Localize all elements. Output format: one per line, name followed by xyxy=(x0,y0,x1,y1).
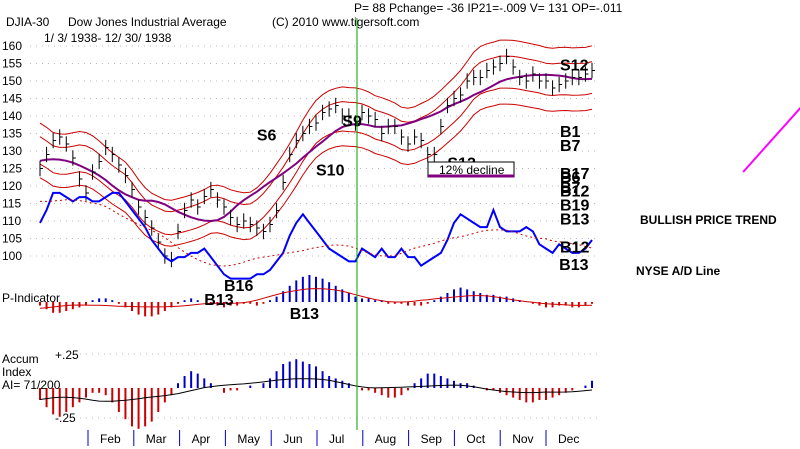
signal-b6: B6 xyxy=(560,170,581,187)
signal-b17: B17 xyxy=(560,166,589,183)
ai-readout: AI= 71/200 xyxy=(2,378,61,392)
signal-s6: S6 xyxy=(257,128,277,145)
accum-top-tick: +.25 xyxy=(55,348,79,362)
ad-line-average xyxy=(40,199,593,267)
price-tick-145: 145 xyxy=(2,92,22,106)
ad-line-panel xyxy=(39,191,593,280)
price-tick-160: 160 xyxy=(2,39,22,53)
ticker-label: DJIA-30 xyxy=(6,15,50,29)
signal-b13: B13 xyxy=(290,306,319,323)
price-tick-100: 100 xyxy=(2,249,22,263)
p-indicator-panel xyxy=(39,275,593,317)
price-tick-105: 105 xyxy=(2,232,22,246)
ad-line-annotation: NYSE A/D Line xyxy=(636,264,721,278)
price-tick-135: 135 xyxy=(2,127,22,141)
index-name: Dow Jones Industrial Average xyxy=(68,15,227,29)
month-label-aug: Aug xyxy=(375,432,396,446)
ad-line-series xyxy=(39,191,593,280)
price-bars xyxy=(39,48,595,268)
date-range: 1/ 3/ 1938- 12/ 30/ 1938 xyxy=(44,31,172,45)
price-tick-115: 115 xyxy=(2,197,21,211)
signal-b13: B13 xyxy=(559,257,588,274)
decline-box-label: 12% decline xyxy=(439,163,505,177)
signal-b7: B7 xyxy=(560,180,581,197)
price-axis: 160 155 150 145 140 135 130 125 120 115 110 105 100 xyxy=(2,39,22,263)
month-label-jul: Jul xyxy=(329,432,344,446)
price-tick-130: 130 xyxy=(2,144,22,158)
month-label-mar: Mar xyxy=(146,432,167,446)
lower-band-outer xyxy=(39,103,593,247)
signal-b1: B1 xyxy=(560,124,581,141)
signal-b16: B16 xyxy=(224,278,253,295)
p-indicator-label: P-Indicator xyxy=(2,291,60,305)
copyright-label: (C) 2010 www.tigersoft.com xyxy=(272,15,419,29)
price-tick-155: 155 xyxy=(2,57,22,71)
month-label-feb: Feb xyxy=(100,432,121,446)
price-tick-120: 120 xyxy=(2,179,22,193)
accum-index-average xyxy=(39,378,593,402)
lower-band-inner xyxy=(39,87,593,236)
upper-band-outer xyxy=(39,39,593,201)
month-label-jun: Jun xyxy=(283,432,302,446)
p-indicator-average xyxy=(39,288,593,309)
signal-b7: B7 xyxy=(560,138,581,155)
month-label-sep: Sep xyxy=(421,432,443,446)
signal-markers: S6S9S10S12S12B17B7B12B13B16B13B13B19B12B… xyxy=(204,58,589,324)
signal-s9: S9 xyxy=(342,114,362,131)
trend-annotation: BULLISH PRICE TREND xyxy=(640,213,777,227)
price-tick-125: 125 xyxy=(2,162,22,176)
price-tick-110: 110 xyxy=(2,214,21,228)
month-label-may: May xyxy=(237,432,260,446)
price-tick-140: 140 xyxy=(2,109,22,123)
signal-b19: B19 xyxy=(560,198,589,215)
stats-line: P= 88 Pchange= -36 IP21=-.009 V= 131 OP=… xyxy=(354,1,623,15)
accum-index-label-1: Accum xyxy=(2,352,39,366)
accum-index-label-2: Index xyxy=(2,365,31,379)
signal-s12: S12 xyxy=(560,58,589,75)
accum-bottom-tick: -.25 xyxy=(55,411,76,425)
signal-b13: B13 xyxy=(204,292,233,309)
signal-b12: B12 xyxy=(560,240,589,257)
month-label-nov: Nov xyxy=(512,432,533,446)
month-label-apr: Apr xyxy=(192,432,211,446)
price-tick-150: 150 xyxy=(2,74,22,88)
month-axis: Feb Mar Apr May Jun Jul Aug Sep Oct Nov Dec xyxy=(87,430,579,446)
trend-line-up xyxy=(742,106,800,173)
signal-b13: B13 xyxy=(560,212,589,229)
month-label-dec: Dec xyxy=(558,432,579,446)
accum-index-panel xyxy=(39,353,600,429)
month-label-oct: Oct xyxy=(466,432,485,446)
signal-b12: B12 xyxy=(560,184,589,201)
signal-s10: S10 xyxy=(316,163,345,180)
